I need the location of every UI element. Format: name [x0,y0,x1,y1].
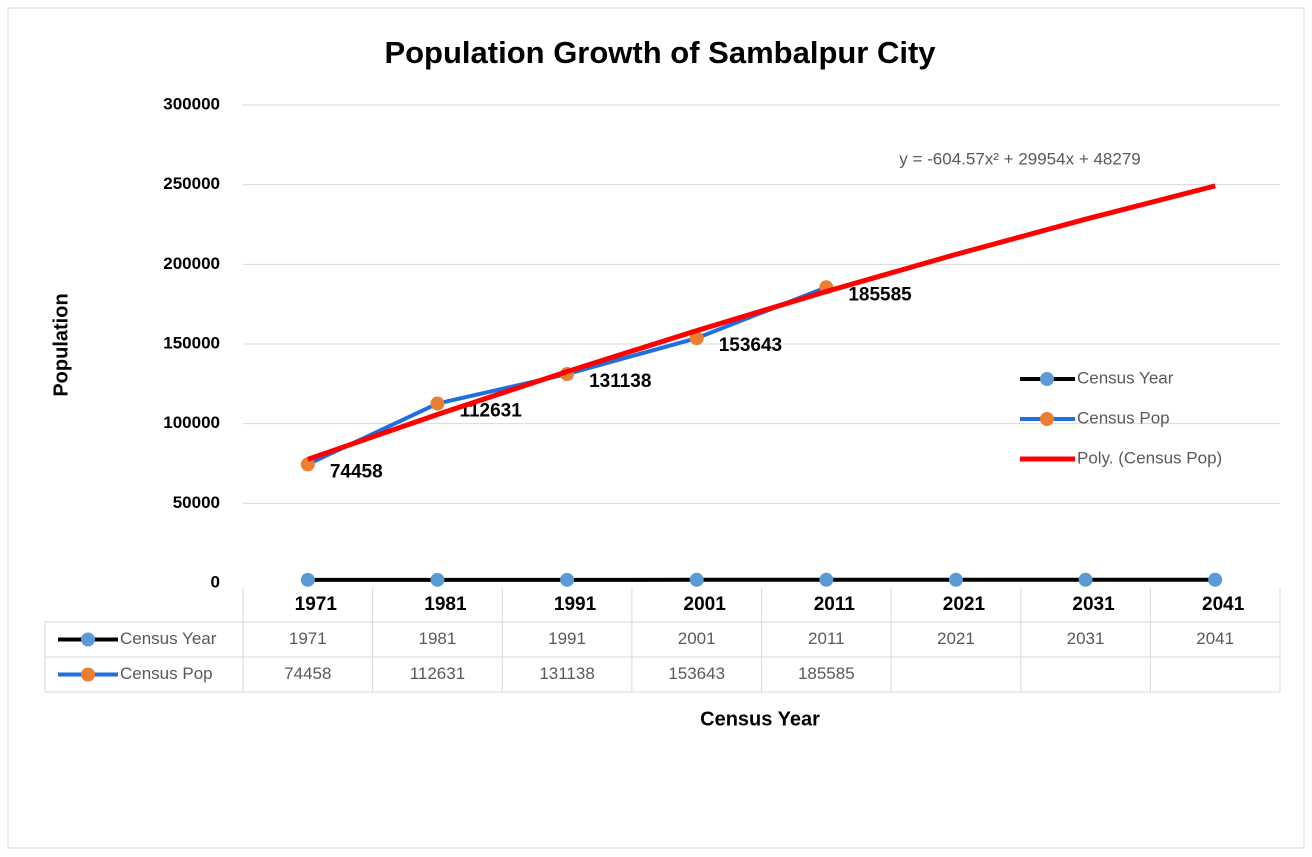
y-tick-label: 300000 [163,94,220,113]
y-tick-label: 100000 [163,413,220,432]
table-cell: 2031 [1067,629,1105,648]
marker [1208,573,1222,587]
table-cell: 112631 [410,664,465,683]
y-tick-label: 50000 [173,493,220,512]
legend-label: Census Pop [1077,408,1170,427]
data-label: 185585 [848,284,912,305]
marker [1079,573,1093,587]
marker [430,573,444,587]
y-tick-label: 150000 [163,333,220,352]
x-tick-label: 1991 [554,594,597,615]
y-tick-label: 250000 [163,174,220,193]
x-tick-label: 2031 [1072,594,1115,615]
y-tick-label: 200000 [163,254,220,273]
marker [301,573,315,587]
x-tick-label: 2041 [1202,594,1245,615]
table-row-header: Census Year [120,629,217,648]
table-cell: 74458 [284,664,331,683]
table-cell: 2041 [1196,629,1234,648]
table-cell: 185585 [798,664,855,683]
table-key-marker [81,668,95,682]
y-tick-label: 0 [211,572,220,591]
x-tick-label: 1981 [424,594,467,615]
x-axis-label: Census Year [700,708,820,730]
table-key-marker [81,633,95,647]
table-cell: 1971 [289,629,327,648]
data-label: 74458 [330,461,383,482]
marker [430,397,444,411]
table-cell: 1991 [548,629,586,648]
data-label: 153643 [719,335,782,356]
table-row-header: Census Pop [120,664,213,683]
legend-marker [1040,412,1054,426]
legend-label: Census Year [1077,368,1174,387]
legend-label: Poly. (Census Pop) [1077,448,1222,467]
marker [949,573,963,587]
table-cell: 2011 [808,629,845,648]
marker [819,573,833,587]
table-cell: 153643 [668,664,725,683]
x-tick-label: 1971 [295,594,338,615]
legend-marker [1040,372,1054,386]
table-cell: 1981 [419,629,457,648]
table-cell: 2001 [678,629,716,648]
trend-equation: y = -604.57x² + 29954x + 48279 [899,149,1141,168]
table-cell: 2021 [937,629,975,648]
table-cell: 131138 [539,664,594,683]
x-tick-label: 2021 [943,594,986,615]
data-label: 131138 [589,371,651,392]
x-tick-label: 2001 [684,594,727,615]
marker [690,573,704,587]
chart-title: Population Growth of Sambalpur City [384,35,936,70]
y-axis-label: Population [50,293,72,396]
x-tick-label: 2011 [814,594,856,615]
marker [560,573,574,587]
